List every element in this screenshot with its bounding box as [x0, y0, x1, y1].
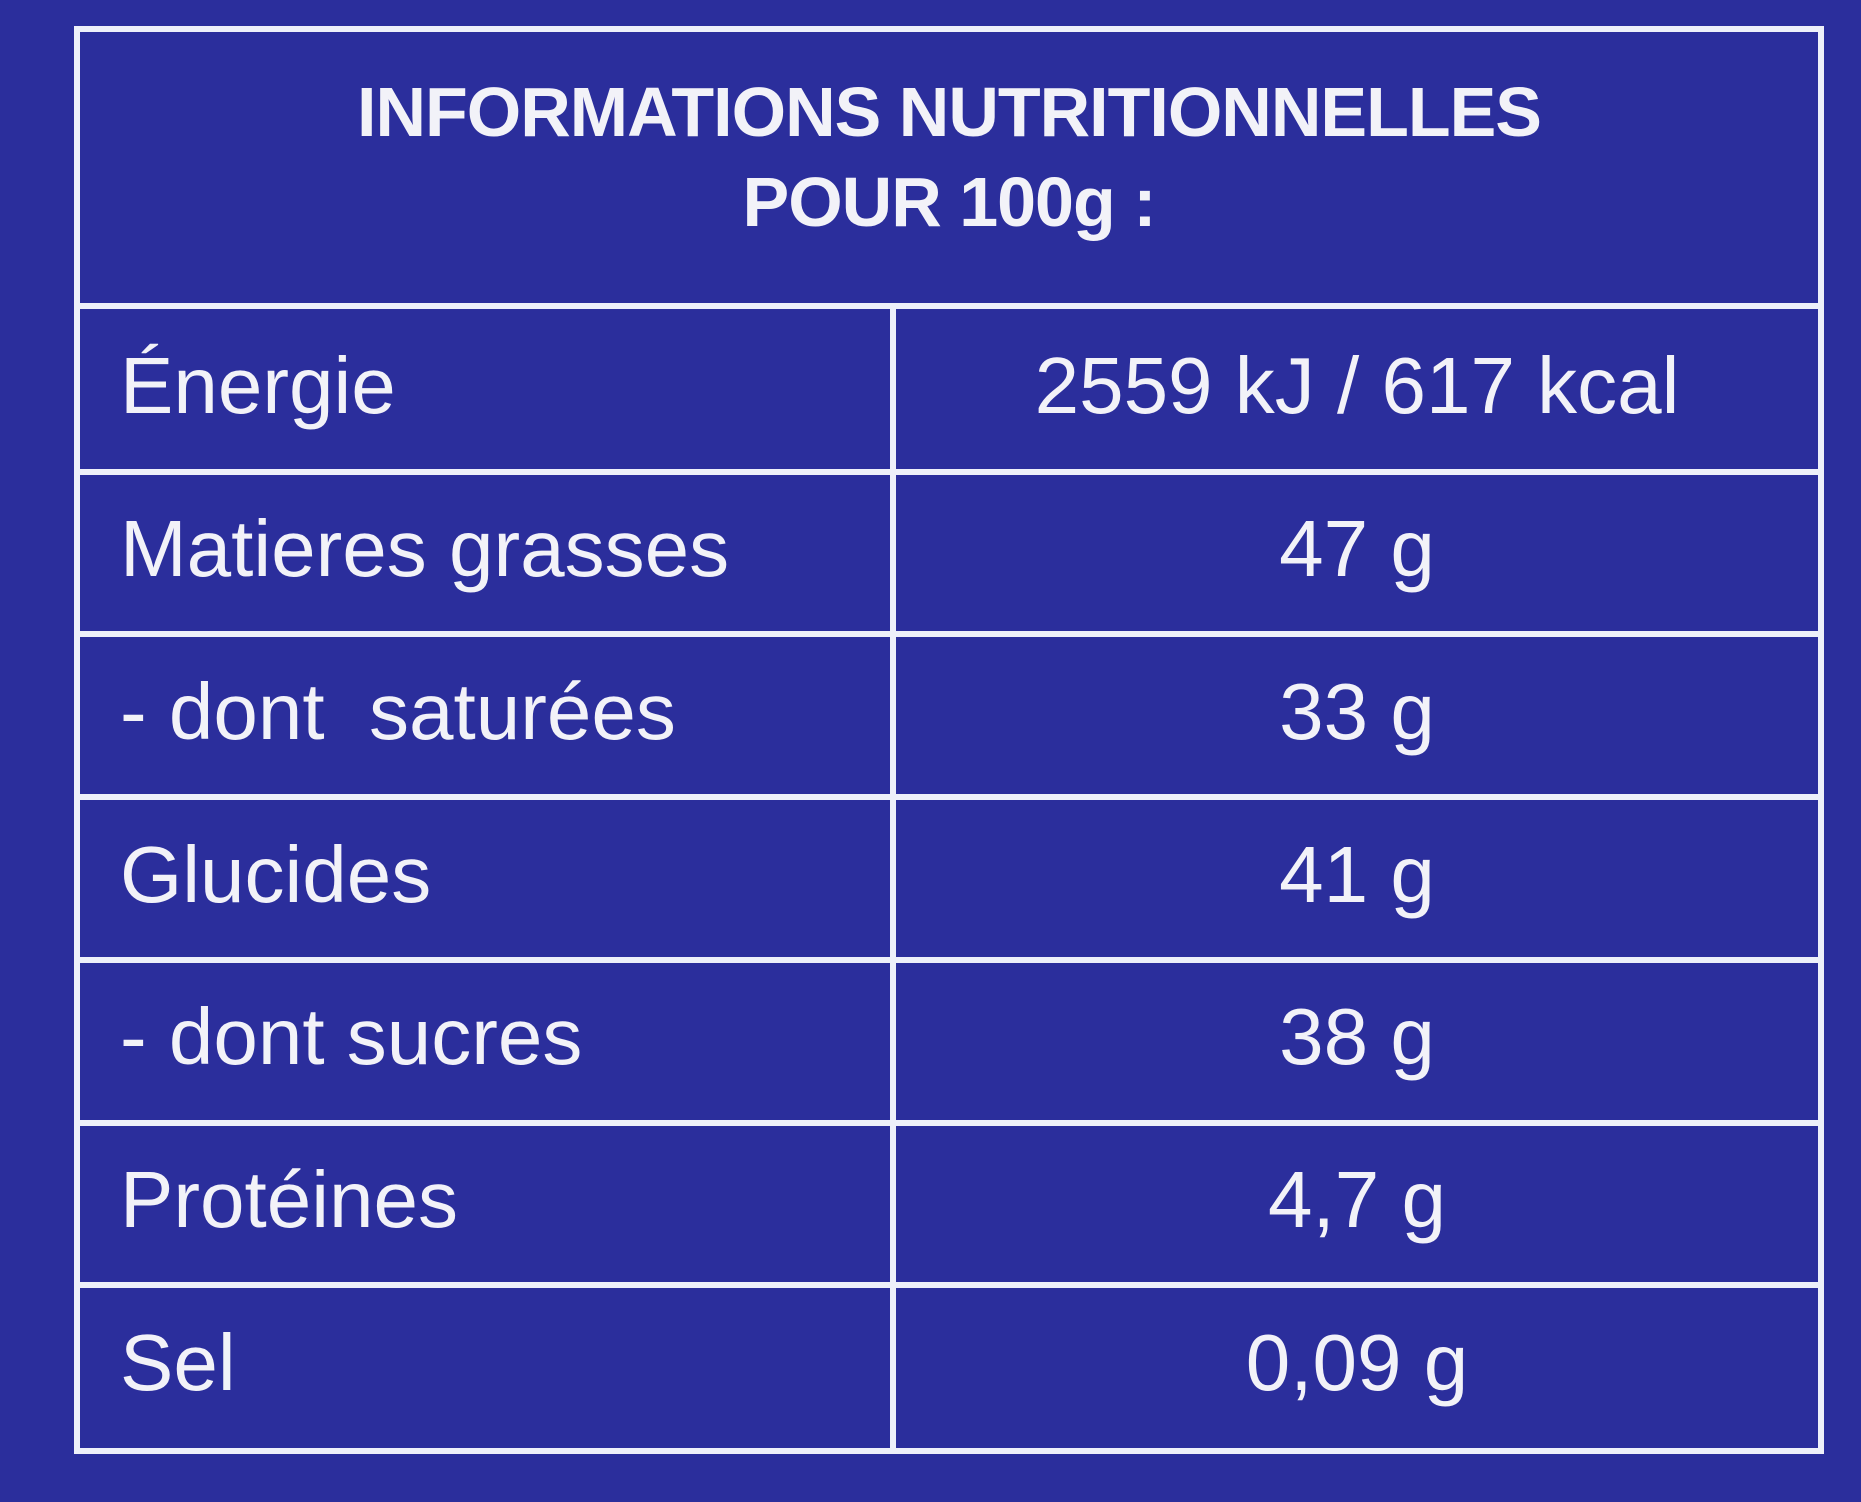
- nutrient-label: Protéines: [120, 1154, 458, 1244]
- row-rule: [80, 468, 1818, 475]
- table-subtitle: POUR 100g :: [742, 163, 1157, 241]
- nutrient-value: 2559 kJ / 617 kcal: [1034, 341, 1680, 431]
- row-rule: [80, 794, 1818, 801]
- column-rule: [890, 309, 896, 1448]
- nutrient-value: 0,09 g: [1245, 1317, 1469, 1407]
- row-rule: [80, 631, 1818, 638]
- row-rule: [80, 1119, 1818, 1126]
- nutrient-value: 41 g: [1279, 829, 1435, 919]
- row-rule: [80, 1282, 1818, 1289]
- nutrient-label: Glucides: [120, 829, 432, 919]
- header-rule: [80, 303, 1818, 309]
- nutrient-value: 33 g: [1279, 666, 1435, 756]
- table-title: INFORMATIONS NUTRITIONNELLES: [357, 73, 1542, 151]
- nutrient-label: Énergie: [120, 341, 396, 431]
- nutrient-label: Matieres grasses: [120, 504, 730, 594]
- nutrition-table: INFORMATIONS NUTRITIONNELLES POUR 100g :…: [74, 26, 1824, 1454]
- nutrient-value: 4,7 g: [1268, 1154, 1446, 1244]
- row-rule: [80, 956, 1818, 963]
- nutrient-value: 47 g: [1279, 504, 1435, 594]
- nutrient-label: Sel: [120, 1317, 236, 1407]
- nutrient-value: 38 g: [1279, 992, 1435, 1082]
- nutrient-label: - dont saturées: [120, 666, 676, 756]
- nutrient-label: - dont sucres: [120, 992, 583, 1082]
